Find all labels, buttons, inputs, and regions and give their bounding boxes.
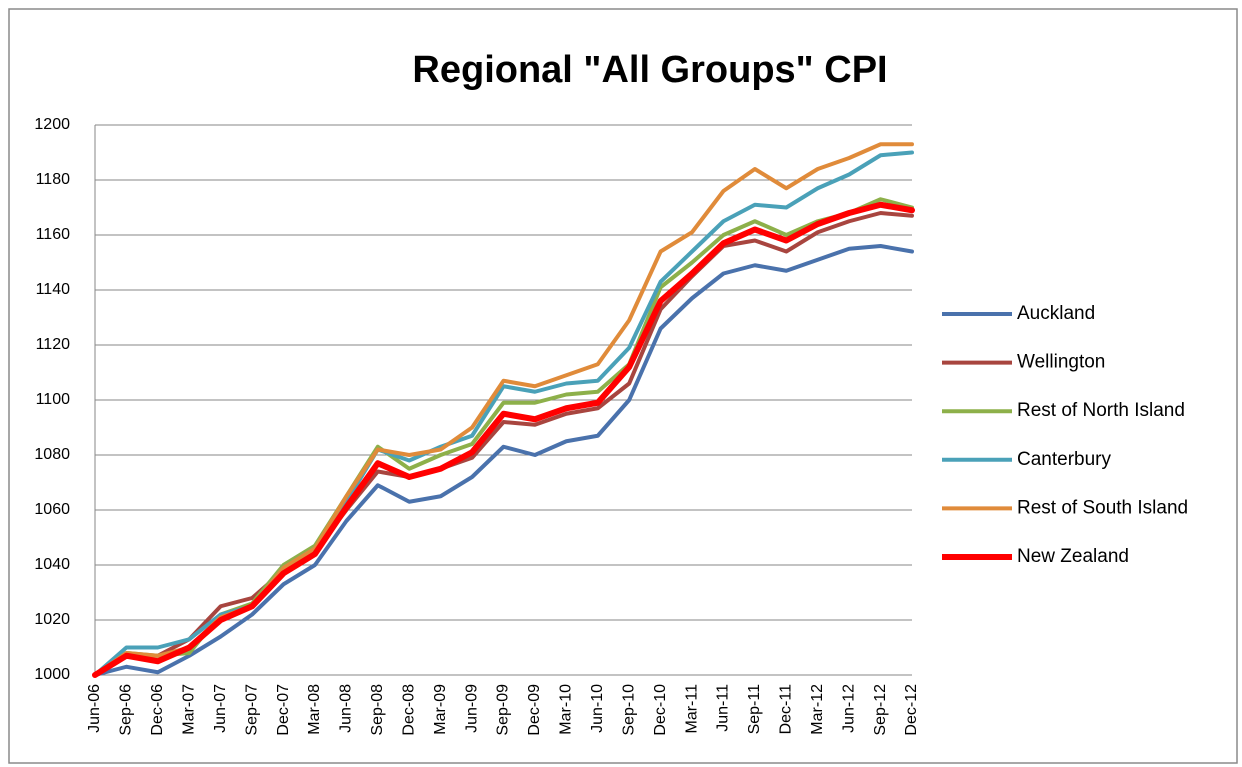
legend-label: New Zealand: [1017, 546, 1129, 567]
x-tick-label: Mar-11: [683, 684, 700, 734]
series-line: [93, 211, 914, 677]
x-tick-label: Sep-07: [243, 684, 260, 736]
x-tick-label: Sep-10: [620, 684, 637, 736]
x-tick-label: Mar-12: [809, 684, 826, 735]
chart-title: Regional "All Groups" CPI: [412, 49, 887, 91]
series-line: [93, 244, 914, 677]
series-line: [92, 201, 915, 678]
x-tick-label: Jun-08: [338, 684, 355, 733]
x-tick-label: Dec-10: [652, 684, 669, 736]
legend-label: Wellington: [1017, 352, 1105, 373]
y-tick-label: 1120: [36, 336, 71, 353]
y-tick-label: 1080: [34, 446, 70, 463]
legend-label: Rest of South Island: [1017, 497, 1188, 518]
y-tick-label: 1060: [34, 501, 70, 518]
x-tick-label: Dec-06: [149, 684, 166, 736]
x-tick-label: Sep-06: [118, 684, 135, 736]
x-tick-label: Dec-07: [275, 684, 292, 736]
x-tick-label: Dec-09: [526, 684, 543, 736]
x-tick-label: Sep-09: [495, 684, 512, 736]
y-tick-label: 1100: [36, 391, 71, 408]
y-tick-label: 1020: [34, 611, 70, 628]
y-tick-label: 1040: [34, 556, 70, 573]
x-tick-label: Mar-08: [306, 684, 323, 735]
y-tick-label: 1000: [34, 666, 70, 683]
x-tick-label: Sep-12: [872, 684, 889, 736]
legend-label: Rest of North Island: [1017, 400, 1185, 421]
x-tick-label: Sep-11: [746, 684, 763, 735]
x-tick-label: Jun-06: [86, 684, 103, 733]
x-tick-label: Jun-09: [463, 684, 480, 733]
y-tick-label: 1200: [34, 116, 70, 133]
legend-label: Canterbury: [1017, 449, 1111, 470]
y-tick-label: 1140: [36, 281, 71, 298]
x-tick-label: Mar-09: [432, 684, 449, 735]
x-tick-label: Dec-08: [400, 684, 417, 736]
legend-label: Auckland: [1017, 303, 1095, 324]
x-tick-label: Dec-12: [903, 684, 920, 736]
x-tick-label: Jun-07: [212, 684, 229, 733]
x-tick-label: Jun-10: [589, 684, 606, 733]
x-tick-label: Sep-08: [369, 684, 386, 736]
x-tick-label: Mar-10: [558, 684, 575, 735]
y-tick-label: 1160: [36, 226, 71, 243]
x-tick-label: Jun-11: [715, 684, 732, 732]
x-tick-label: Jun-12: [840, 684, 857, 733]
x-tick-label: Mar-07: [180, 684, 197, 735]
y-tick-label: 1180: [36, 171, 71, 188]
x-tick-label: Dec-11: [778, 684, 795, 734]
